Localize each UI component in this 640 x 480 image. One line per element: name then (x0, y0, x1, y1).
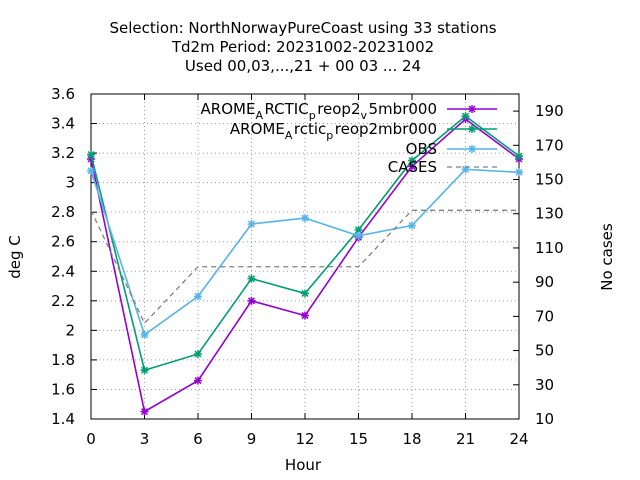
obs-point-5-marker (354, 232, 363, 240)
legend-obs-marker (468, 145, 476, 153)
series-cases (90, 209, 519, 325)
legend-subscript: p (326, 129, 333, 142)
y2-tick-label: 10 (535, 410, 554, 428)
y-tick-label: 2.6 (51, 233, 75, 251)
arome-arctic-mbr000-point-5-marker (354, 226, 363, 234)
y-tick-label: 3.4 (51, 115, 75, 133)
legend-text-part: rctic (294, 120, 326, 138)
y-tick-label: 1.4 (51, 410, 75, 428)
x-tick-label: 12 (295, 430, 314, 448)
arome-arctic-v5mbr000-point-3-marker (247, 297, 256, 305)
y2-tick-label: 110 (535, 239, 564, 257)
arome-arctic-mbr000-point-3-marker (247, 275, 256, 283)
y-tick-label: 3.2 (51, 144, 75, 162)
arome-arctic-mbr000-point-2-marker (194, 350, 202, 358)
x-tick-label: 3 (140, 430, 150, 448)
y-tick-label: 2.2 (51, 292, 75, 310)
y-tick-label: 2.4 (51, 262, 75, 280)
series-arome-arctic-mbr000 (87, 112, 523, 375)
x-tick-label: 6 (193, 430, 203, 448)
y2-tick-label: 50 (535, 342, 554, 360)
y2-tick-label: 170 (535, 136, 564, 154)
legend-text-part: reop2 (317, 100, 360, 118)
legend-label-cases: CASES (388, 158, 437, 176)
obs-point-0-marker (87, 167, 95, 175)
arome-arctic-v5mbr000-point-1-marker (140, 408, 149, 416)
y2-tick-label: 190 (535, 102, 564, 120)
legend-text-part: reop2mbr000 (335, 120, 437, 138)
arome-arctic-mbr000-point-4-marker (301, 289, 309, 297)
legend-arome-arctic-mbr000-marker (468, 125, 476, 133)
title-line-2: Td2m Period: 20231002-20231002 (171, 38, 434, 56)
obs-point-6-marker (408, 221, 416, 230)
y2-axis-label: No cases (598, 223, 616, 291)
y-tick-label: 3 (65, 174, 75, 192)
arome-arctic-mbr000-point-0-marker (87, 151, 95, 159)
obs-point-8-marker (515, 168, 523, 176)
legend-label-arome-arctic-v5mbr000: AROMEA RCTICp reop2v 5mbr000 (201, 100, 437, 122)
x-tick-label: 18 (402, 430, 421, 448)
x-tick-label: 0 (86, 430, 96, 448)
y2-tick-label: 90 (535, 273, 554, 291)
legend-label-obs: OBS (406, 140, 437, 158)
y2-tick-label: 30 (535, 376, 554, 394)
legend-text-part: AROME (230, 120, 285, 138)
legend-label-arome-arctic-mbr000: AROMEA rcticp reop2mbr000 (230, 120, 437, 142)
y-axis-label: deg C (6, 235, 24, 279)
y-tick-label: 2 (65, 321, 75, 339)
legend-text-part: 5mbr000 (369, 100, 437, 118)
legend-subscript: p (309, 109, 316, 122)
series (87, 112, 523, 416)
arome-arctic-v5mbr000-point-6-marker (408, 162, 416, 170)
arome-arctic-mbr000-point-6-marker (408, 156, 416, 165)
obs-point-1-marker (140, 331, 149, 339)
obs-point-4-marker (301, 214, 309, 222)
title-line-3: Used 00,03,...,21 + 00 03 ... 24 (185, 57, 421, 75)
legend-subscript: v (361, 109, 368, 122)
legend-subscript: A (255, 109, 263, 122)
x-tick-label: 24 (509, 430, 528, 448)
title-line-1: Selection: NorthNorwayPureCoast using 33… (109, 19, 496, 37)
legend-text-part: OBS (406, 140, 437, 158)
arome-arctic-mbr000-point-8-marker (515, 152, 523, 160)
x-tick-label: 9 (247, 430, 257, 448)
series-obs (87, 165, 523, 339)
arome-arctic-v5mbr000-point-2-marker (194, 377, 202, 385)
chart-title: Selection: NorthNorwayPureCoast using 33… (109, 19, 496, 75)
x-tick-label: 21 (456, 430, 475, 448)
y2-tick-label: 70 (535, 307, 554, 325)
y-tick-label: 1.8 (51, 351, 75, 369)
grid (91, 94, 519, 419)
y-tick-label: 2.8 (51, 203, 75, 221)
legend-arome-arctic-v5mbr000-marker (468, 105, 476, 113)
legend-text-part: CASES (388, 158, 437, 176)
obs-point-2-marker (194, 292, 202, 300)
legend-text-part: RCTIC (264, 100, 308, 118)
y-tick-label: 3.6 (51, 85, 75, 103)
x-axis-label: Hour (285, 456, 322, 474)
arome-arctic-mbr000-point-1-marker (140, 366, 149, 374)
arome-arctic-mbr000-point-7-marker (461, 112, 470, 120)
y2-tick-label: 130 (535, 205, 564, 223)
legend-text-part: AROME (201, 100, 256, 118)
y2-tick-label: 150 (535, 171, 564, 189)
cases-line (90, 209, 519, 325)
arome-arctic-v5mbr000-point-4-marker (301, 312, 309, 320)
y-tick-label: 1.6 (51, 380, 75, 398)
axis-ticks: 0 3 6 9 12 15 18 21 24 1.4 1.6 1.8 2 2.2 2.4 2.6 2.8 3 3.2… (51, 85, 564, 448)
obs-point-3-marker (247, 220, 256, 228)
x-tick-label: 15 (349, 430, 368, 448)
legend-subscript: A (285, 129, 293, 142)
